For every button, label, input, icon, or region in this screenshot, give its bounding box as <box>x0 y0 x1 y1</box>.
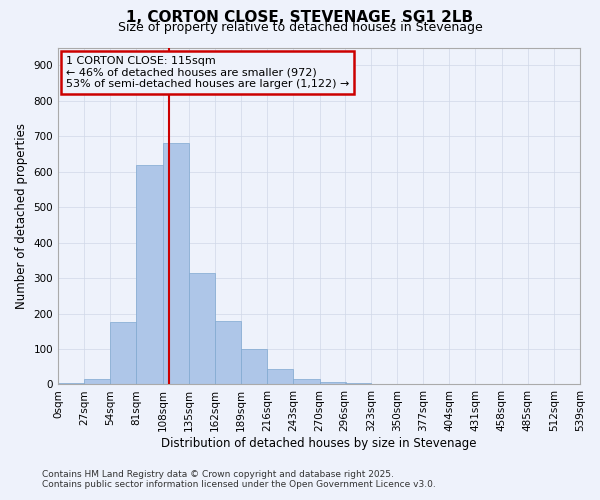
Text: Size of property relative to detached houses in Stevenage: Size of property relative to detached ho… <box>118 21 482 34</box>
Bar <box>136 164 163 384</box>
Bar <box>163 144 189 384</box>
Bar <box>58 382 84 384</box>
X-axis label: Distribution of detached houses by size in Stevenage: Distribution of detached houses by size … <box>161 437 477 450</box>
Bar <box>84 379 110 384</box>
Bar <box>320 382 346 384</box>
Bar <box>293 379 320 384</box>
Text: 1 CORTON CLOSE: 115sqm
← 46% of detached houses are smaller (972)
53% of semi-de: 1 CORTON CLOSE: 115sqm ← 46% of detached… <box>66 56 349 89</box>
Bar <box>189 274 215 384</box>
Text: 1, CORTON CLOSE, STEVENAGE, SG1 2LB: 1, CORTON CLOSE, STEVENAGE, SG1 2LB <box>127 10 473 25</box>
Bar <box>241 349 267 384</box>
Bar <box>215 322 241 384</box>
Bar <box>110 322 136 384</box>
Bar <box>267 369 293 384</box>
Text: Contains HM Land Registry data © Crown copyright and database right 2025.
Contai: Contains HM Land Registry data © Crown c… <box>42 470 436 489</box>
Y-axis label: Number of detached properties: Number of detached properties <box>15 123 28 309</box>
